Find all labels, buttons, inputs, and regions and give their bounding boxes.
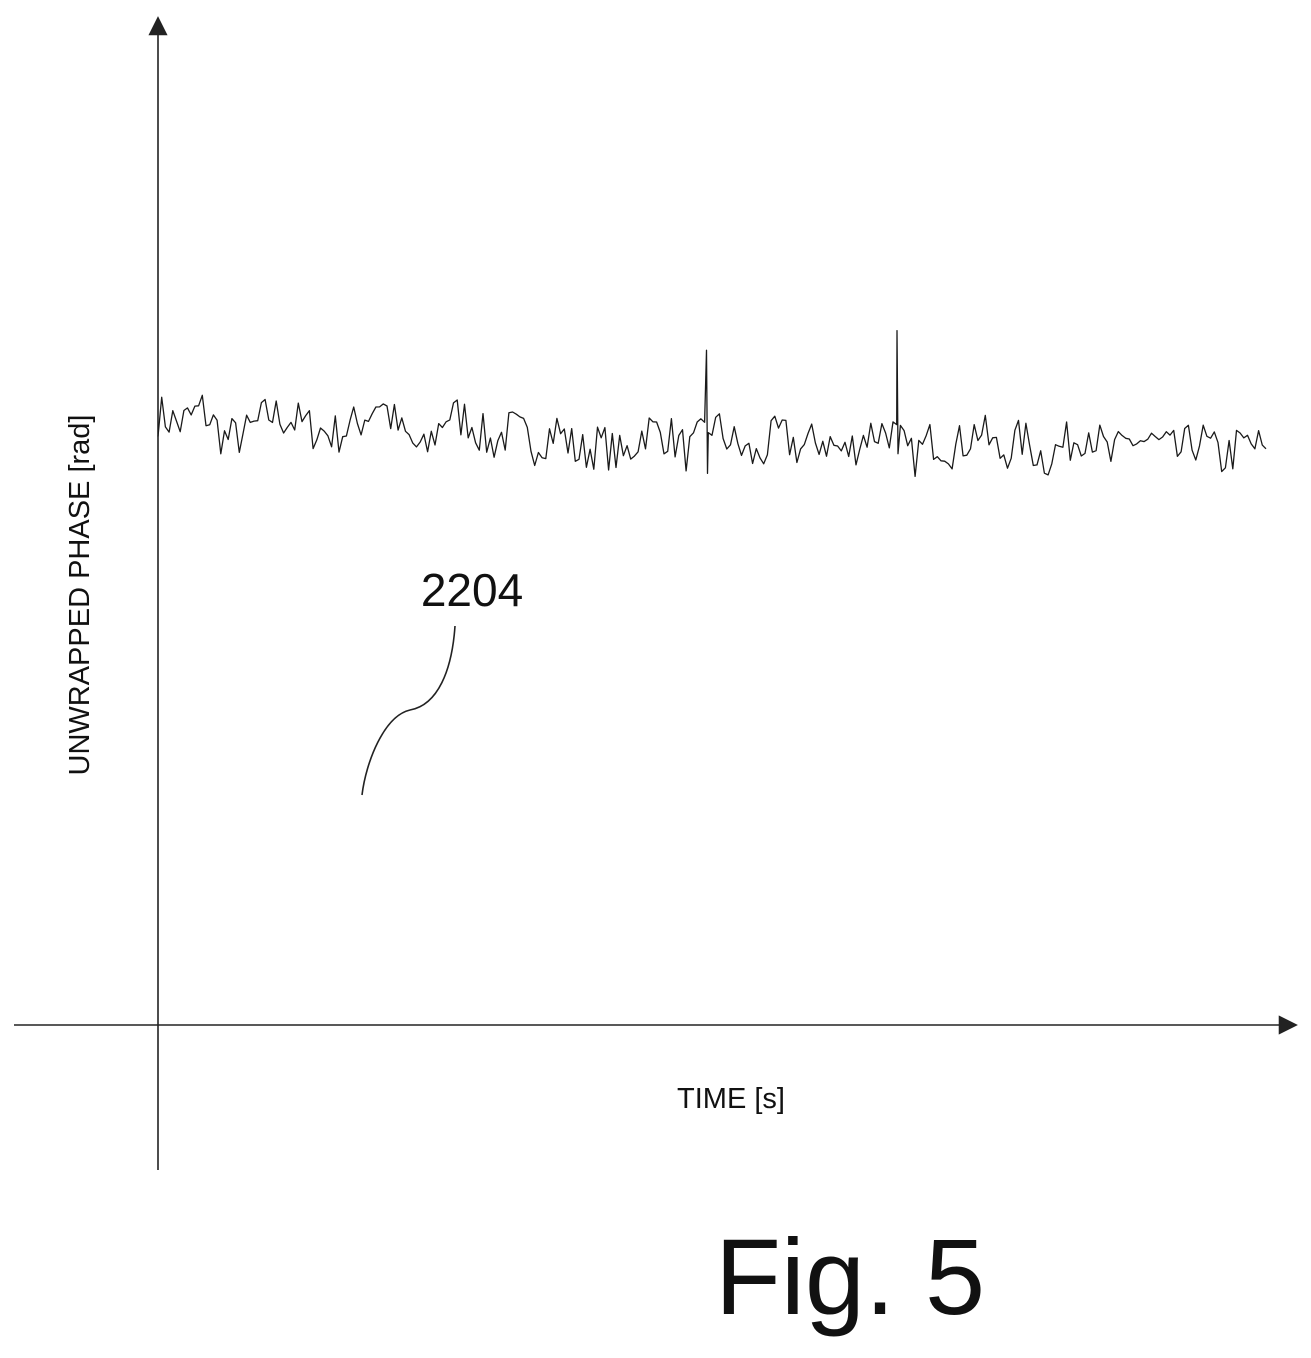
series-layer	[158, 331, 1266, 477]
phase-signal-line	[158, 331, 1266, 477]
x-axis-label: TIME [s]	[677, 1083, 785, 1115]
annotation-label: 2204	[421, 564, 523, 616]
figure-caption: Fig. 5	[715, 1216, 985, 1337]
y-axis-label: UNWRAPPED PHASE [rad]	[64, 415, 96, 776]
annotation-leader-line	[362, 626, 455, 795]
